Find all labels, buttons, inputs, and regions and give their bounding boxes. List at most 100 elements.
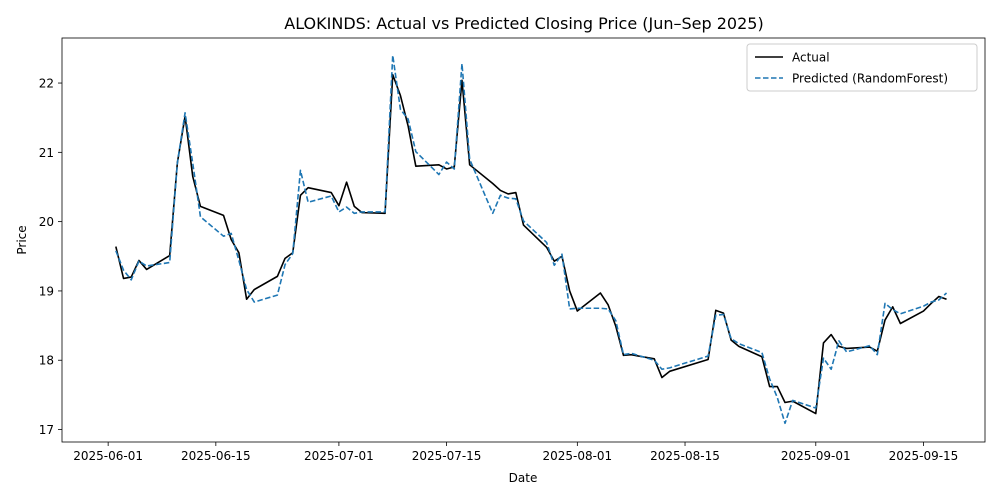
- data-point: [337, 204, 340, 207]
- data-point: [499, 189, 502, 192]
- x-tick-label: 2025-08-01: [542, 449, 612, 463]
- data-point: [391, 54, 394, 57]
- data-point: [814, 412, 817, 415]
- data-point: [945, 291, 948, 294]
- data-point: [122, 269, 125, 272]
- data-point: [330, 191, 333, 194]
- data-point: [822, 341, 825, 344]
- data-point: [407, 117, 410, 120]
- data-point: [122, 277, 125, 280]
- data-point: [437, 173, 440, 176]
- data-point: [660, 376, 663, 379]
- data-point: [830, 368, 833, 371]
- data-point: [230, 232, 233, 235]
- data-point: [307, 201, 310, 204]
- data-point: [283, 257, 286, 260]
- y-tick-label: 18: [39, 354, 54, 368]
- y-tick-label: 19: [39, 284, 54, 298]
- data-point: [768, 377, 771, 380]
- data-point: [930, 300, 933, 303]
- data-point: [837, 339, 840, 342]
- data-point: [514, 197, 517, 200]
- data-point: [137, 260, 140, 263]
- data-point: [114, 245, 117, 248]
- data-point: [345, 181, 348, 184]
- data-point: [245, 288, 248, 291]
- data-point: [545, 241, 548, 244]
- data-point: [822, 357, 825, 360]
- x-tick-label: 2025-06-01: [73, 449, 143, 463]
- data-point: [730, 337, 733, 340]
- data-point: [299, 169, 302, 172]
- data-point: [130, 278, 133, 281]
- data-point: [553, 264, 556, 267]
- data-point: [560, 253, 563, 256]
- data-point: [883, 302, 886, 305]
- x-tick-label: 2025-07-01: [304, 449, 374, 463]
- data-point: [614, 319, 617, 322]
- data-point: [607, 303, 610, 306]
- y-axis-label: Price: [15, 225, 29, 254]
- y-tick-label: 20: [39, 215, 54, 229]
- data-point: [145, 264, 148, 267]
- x-tick-label: 2025-06-15: [181, 449, 251, 463]
- data-point: [345, 205, 348, 208]
- data-point: [883, 318, 886, 321]
- data-point: [707, 354, 710, 357]
- legend-label: Predicted (RandomForest): [792, 72, 948, 86]
- data-point: [291, 252, 294, 255]
- y-tick-label: 22: [39, 77, 54, 91]
- data-point: [460, 62, 463, 65]
- data-point: [168, 261, 171, 264]
- data-point: [899, 322, 902, 325]
- data-point: [783, 401, 786, 404]
- y-tick-label: 21: [39, 146, 54, 160]
- x-tick-label: 2025-09-15: [889, 449, 959, 463]
- data-point: [707, 358, 710, 361]
- data-point: [791, 399, 794, 402]
- y-tick-label: 17: [39, 423, 54, 437]
- data-point: [237, 259, 240, 262]
- data-point: [630, 352, 633, 355]
- data-point: [199, 215, 202, 218]
- data-point: [845, 350, 848, 353]
- data-point: [414, 165, 417, 168]
- data-point: [414, 150, 417, 153]
- data-point: [491, 182, 494, 185]
- data-point: [599, 307, 602, 310]
- data-point: [814, 406, 817, 409]
- data-point: [337, 210, 340, 213]
- data-point: [114, 249, 117, 252]
- data-point: [568, 307, 571, 310]
- data-point: [607, 307, 610, 310]
- data-point: [891, 308, 894, 311]
- data-point: [245, 298, 248, 301]
- data-point: [445, 160, 448, 163]
- data-point: [653, 359, 656, 362]
- data-point: [760, 351, 763, 354]
- data-point: [183, 111, 186, 114]
- data-point: [191, 162, 194, 165]
- data-point: [553, 260, 556, 263]
- data-point: [714, 314, 717, 317]
- data-point: [937, 295, 940, 298]
- data-point: [353, 205, 356, 208]
- data-point: [468, 158, 471, 161]
- data-point: [453, 167, 456, 170]
- series-line-predicted: [115, 54, 948, 425]
- data-point: [399, 108, 402, 111]
- data-point: [668, 370, 671, 373]
- x-axis-label: Date: [509, 471, 538, 485]
- data-point: [353, 212, 356, 215]
- data-point: [622, 353, 625, 356]
- data-point: [437, 163, 440, 166]
- data-point: [599, 291, 602, 294]
- data-point: [299, 194, 302, 197]
- data-point: [491, 212, 494, 215]
- chart-title: ALOKINDS: Actual vs Predicted Closing Pr…: [284, 14, 763, 33]
- data-point: [360, 210, 363, 213]
- plot-frame: [61, 37, 986, 443]
- data-point: [222, 235, 225, 238]
